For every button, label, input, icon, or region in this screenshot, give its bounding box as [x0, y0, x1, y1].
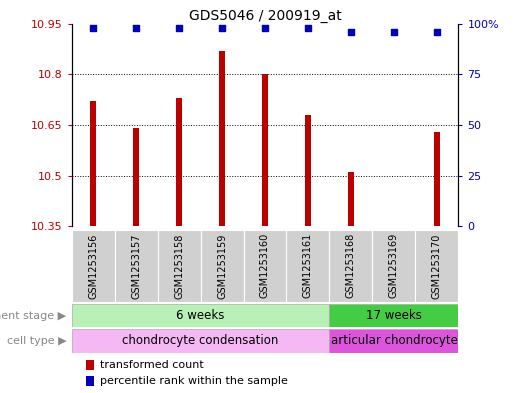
Text: GSM1253159: GSM1253159: [217, 233, 227, 299]
Bar: [114, 230, 157, 302]
Text: GSM1253170: GSM1253170: [432, 233, 442, 299]
Text: articular chondrocyte: articular chondrocyte: [331, 334, 457, 347]
Text: GSM1253156: GSM1253156: [88, 233, 98, 299]
Title: GDS5046 / 200919_at: GDS5046 / 200919_at: [189, 9, 341, 22]
Point: [390, 29, 398, 35]
Text: 17 weeks: 17 weeks: [366, 309, 422, 322]
Bar: [72, 304, 330, 327]
Bar: [72, 329, 330, 353]
Bar: [86, 376, 94, 386]
Text: GSM1253160: GSM1253160: [260, 233, 270, 299]
Bar: [373, 230, 416, 302]
Bar: [243, 230, 287, 302]
Bar: [176, 98, 182, 226]
Bar: [305, 115, 311, 226]
Point: [304, 24, 312, 31]
Bar: [219, 51, 225, 226]
Bar: [330, 230, 373, 302]
Text: transformed count: transformed count: [100, 360, 204, 370]
Bar: [262, 74, 268, 226]
Text: GSM1253157: GSM1253157: [131, 233, 141, 299]
Text: percentile rank within the sample: percentile rank within the sample: [100, 376, 288, 386]
Point: [218, 24, 226, 31]
Bar: [348, 172, 354, 226]
Text: chondrocyte condensation: chondrocyte condensation: [122, 334, 279, 347]
Text: GSM1253161: GSM1253161: [303, 233, 313, 299]
Bar: [200, 230, 243, 302]
Text: cell type ▶: cell type ▶: [6, 336, 66, 346]
Point: [132, 24, 140, 31]
Bar: [330, 304, 458, 327]
Text: development stage ▶: development stage ▶: [0, 310, 66, 321]
Point: [261, 24, 269, 31]
Point: [89, 24, 98, 31]
Bar: [86, 360, 94, 370]
Bar: [330, 329, 458, 353]
Bar: [91, 101, 95, 226]
Bar: [416, 230, 458, 302]
Bar: [287, 230, 330, 302]
Bar: [134, 129, 139, 226]
Point: [432, 29, 441, 35]
Text: GSM1253168: GSM1253168: [346, 233, 356, 299]
Point: [175, 24, 183, 31]
Bar: [157, 230, 200, 302]
Point: [347, 29, 355, 35]
Text: 6 weeks: 6 weeks: [176, 309, 225, 322]
Bar: [72, 230, 114, 302]
Text: GSM1253158: GSM1253158: [174, 233, 184, 299]
Text: GSM1253169: GSM1253169: [389, 233, 399, 299]
Bar: [435, 132, 439, 226]
